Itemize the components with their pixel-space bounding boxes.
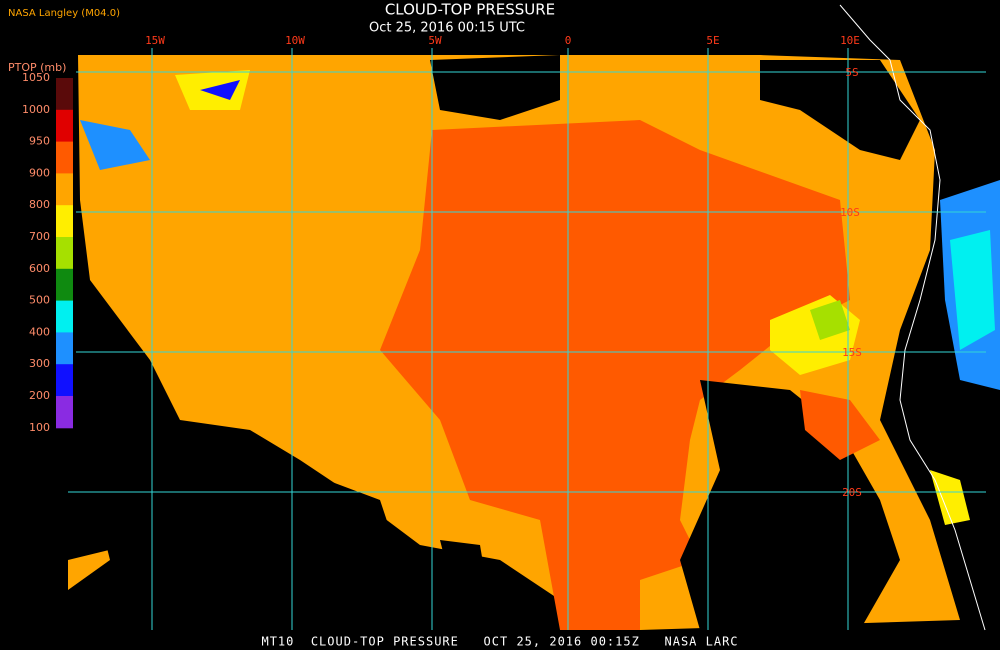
lat-label: 15S	[842, 346, 862, 359]
colorbar-label: 1050	[22, 71, 50, 84]
source-label: NASA Langley (M04.0)	[8, 8, 120, 19]
lon-label: 0	[565, 34, 572, 47]
title: CLOUD-TOP PRESSURE	[385, 1, 555, 19]
lon-label: 10W	[285, 34, 305, 47]
colorbar-swatch	[56, 205, 73, 238]
colorbar-label: 950	[29, 135, 50, 148]
colorbar-swatch	[56, 300, 73, 333]
subtitle: Oct 25, 2016 00:15 UTC	[369, 21, 525, 36]
colorbar-swatch	[56, 396, 73, 429]
colorbar-label: 100	[29, 421, 50, 434]
colorbar-swatch	[56, 332, 73, 365]
colorbar-swatch	[56, 78, 73, 111]
colorbar-label: 800	[29, 198, 50, 211]
colorbar-swatch	[56, 268, 73, 302]
colorbar-swatch	[56, 141, 73, 174]
footer: MT10 CLOUD-TOP PRESSURE OCT 25, 2016 00:…	[261, 635, 738, 649]
colorbar-label: 400	[29, 325, 50, 338]
lat-label: 10S	[840, 206, 860, 219]
colorbar-swatch	[56, 237, 73, 270]
lon-label: 5W	[428, 34, 442, 47]
satellite-image	[68, 4, 1000, 631]
colorbar-label: 600	[29, 262, 50, 275]
colorbar-title: PTOP (mb)	[8, 61, 66, 74]
colorbar-swatch	[56, 364, 73, 397]
colorbar-label: 900	[29, 166, 50, 179]
colorbar-label: 700	[29, 230, 50, 243]
colorbar-swatch	[56, 173, 73, 206]
colorbar-label: 1000	[22, 103, 50, 116]
lon-label: 15W	[145, 34, 165, 47]
colorbar-swatch	[56, 109, 73, 143]
colorbar-label: 200	[29, 389, 50, 402]
lat-label: 5S	[845, 66, 858, 79]
colorbar-label: 500	[29, 294, 50, 307]
lon-label: 10E	[840, 34, 860, 47]
colorbar-label: 300	[29, 357, 50, 370]
lat-label: 20S	[842, 486, 862, 499]
colorbar: PTOP (mb) 1050 1000 950 900 800 700 600 500 400 3…	[0, 60, 76, 440]
lon-label: 5E	[706, 34, 719, 47]
